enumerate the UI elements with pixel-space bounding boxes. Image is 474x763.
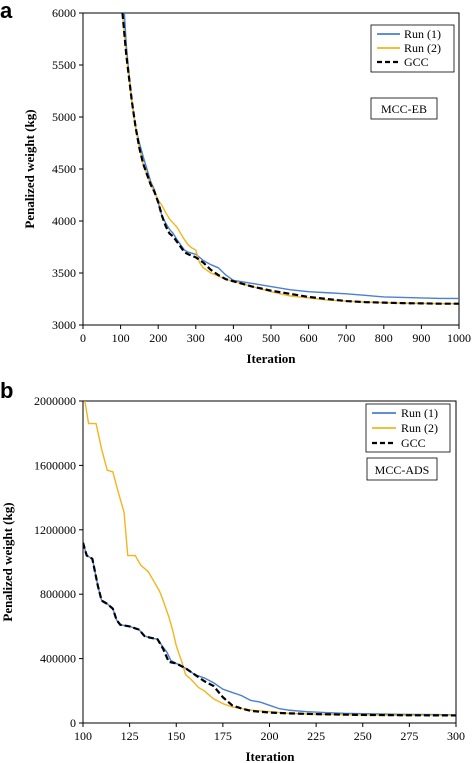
panel-b-legend-label-run2: Run (2) (401, 421, 438, 435)
panel-a-letter: a (0, 0, 13, 23)
y-tick-label: 800000 (40, 587, 76, 601)
y-tick-label: 5000 (52, 110, 76, 124)
panel-a-legend-label-gcc: GCC (404, 55, 429, 69)
y-tick-label: 1600000 (34, 458, 76, 472)
y-tick-label: 4000 (52, 214, 76, 228)
x-tick-label: 700 (337, 331, 355, 345)
y-tick-label: 5500 (52, 58, 76, 72)
x-tick-label: 600 (300, 331, 318, 345)
panel-b-tag: MCC-ADS (366, 457, 438, 481)
x-tick-label: 500 (262, 331, 280, 345)
y-tick-label: 4500 (52, 162, 76, 176)
panel-a: a 0 100 200 300 400 500 600 700 800 900 1000 30003… (0, 0, 471, 366)
x-tick-label: 275 (400, 729, 418, 743)
panel-b-tag-label: MCC-ADS (375, 463, 430, 477)
x-tick-label: 900 (412, 331, 430, 345)
panel-a-legend-label-run2: Run (2) (404, 41, 441, 55)
y-tick-label: 6000 (52, 6, 76, 20)
y-tick-label: 2000000 (34, 394, 76, 408)
panel-b-legend-label-run1: Run (1) (401, 406, 438, 420)
panel-a-legend: Run (1) Run (2) GCC (370, 24, 455, 73)
panel-b-y-axis-title: Penalized weight (kg) (0, 502, 15, 621)
panel-a-tag-box (370, 97, 438, 120)
x-tick-label: 250 (354, 729, 372, 743)
panel-a-tag: MCC-EB (370, 97, 438, 120)
x-tick-label: 800 (375, 331, 393, 345)
panel-b-legend-label-gcc: GCC (401, 436, 426, 450)
x-tick-label: 300 (187, 331, 205, 345)
x-tick-label: 125 (121, 729, 139, 743)
panel-b-x-axis-title: Iteration (245, 749, 295, 763)
panel-b-legend: Run (1) Run (2) GCC (365, 403, 451, 453)
panel-b-letter: b (0, 378, 13, 403)
panel-a-y-axis-title: Penalized weight (kg) (22, 109, 37, 228)
series-line-gcc (121, 13, 459, 305)
x-tick-label: 175 (214, 729, 232, 743)
series-line-run-1 (123, 13, 459, 300)
x-tick-label: 300 (447, 729, 465, 743)
panel-a-legend-label-run1: Run (1) (404, 27, 441, 41)
x-tick-label: 150 (167, 729, 185, 743)
y-tick-label: 3500 (52, 266, 76, 280)
x-tick-label: 100 (74, 729, 92, 743)
y-tick-label: 1200000 (34, 523, 76, 537)
series-line-gcc (83, 542, 456, 717)
panel-b-x-ticks: 100 125 150 175 200 225 250 275 300 (74, 723, 465, 743)
y-tick-label: 3000 (52, 318, 76, 332)
panel-a-tag-label: MCC-EB (381, 102, 427, 116)
panel-b-series (83, 401, 456, 717)
panel-b: b 100 125 150 175 200 225 250 275 300 0 400000 800… (0, 378, 465, 763)
panel-a-y-ticks: 3000 3500 4000 4500 5000 5500 6000 (52, 6, 83, 332)
x-tick-label: 200 (149, 331, 167, 345)
x-tick-label: 225 (307, 729, 325, 743)
y-tick-label: 400000 (40, 652, 76, 666)
x-tick-label: 400 (224, 331, 242, 345)
x-tick-label: 100 (112, 331, 130, 345)
y-tick-label: 0 (70, 716, 76, 730)
panel-b-tag-box (366, 457, 438, 481)
panel-a-x-axis-title: Iteration (246, 351, 296, 366)
x-tick-label: 200 (261, 729, 279, 743)
panel-a-x-ticks: 0 100 200 300 400 500 600 700 800 900 1000 (80, 325, 471, 345)
x-tick-label: 0 (80, 331, 86, 345)
x-tick-label: 1000 (447, 331, 471, 345)
panel-a-series (121, 13, 459, 305)
panel-b-y-ticks: 0 400000 800000 1200000 1600000 2000000 (34, 394, 83, 730)
